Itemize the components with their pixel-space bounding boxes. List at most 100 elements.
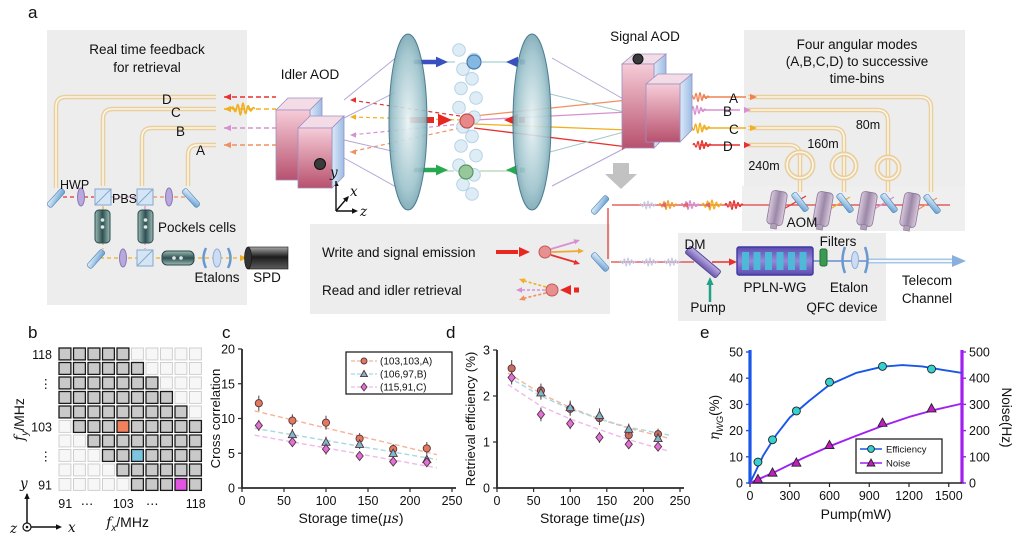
mode-cell <box>174 448 188 463</box>
arrowhead-icon <box>519 247 530 257</box>
etalons-label: Etalons <box>194 270 239 285</box>
feedback-title-line2: for retrieval <box>113 60 181 75</box>
etalon-label: Etalon <box>830 280 868 295</box>
mode-cell <box>58 361 72 376</box>
arrowhead-icon <box>350 114 356 120</box>
qfc-label: QFC device <box>806 300 877 315</box>
tick-label: 103 <box>31 420 52 434</box>
mode-cell <box>160 362 173 375</box>
mode-cell <box>159 419 174 434</box>
mode-cell <box>58 347 72 361</box>
tick-label: 100 <box>969 450 990 464</box>
mode-cell <box>73 434 86 448</box>
x-axis-label: fx/MHz <box>105 514 149 534</box>
telecom-arrowhead-icon <box>952 255 966 267</box>
atom-icon <box>456 177 470 192</box>
x-axis-label: Pump(mW) <box>821 506 892 522</box>
mode-cell <box>188 419 203 434</box>
arrowhead-icon <box>729 258 737 266</box>
mode-cell <box>159 390 174 405</box>
atom-icon <box>452 100 466 115</box>
tick-label: 400 <box>969 372 990 386</box>
pbs-cube <box>94 188 112 206</box>
mode-cell <box>145 419 159 434</box>
idler-aod-crystal <box>275 97 345 189</box>
etalon-icon <box>841 246 869 274</box>
tick-label: 20 <box>729 424 743 438</box>
mode-cell <box>145 347 159 361</box>
mode-cell <box>116 478 130 491</box>
tick-label: 200 <box>969 424 990 438</box>
emission-legend-box <box>310 224 610 314</box>
axis-x-label: x <box>68 520 76 536</box>
mode-cell <box>101 361 116 376</box>
mode-right-A: A <box>729 91 738 106</box>
mode-cell <box>130 477 145 492</box>
data-point <box>321 418 331 427</box>
highlighted-atom-icon <box>458 164 474 180</box>
waveplate-icon <box>165 187 173 207</box>
tick-label: 91 <box>38 478 52 492</box>
mode-cell <box>188 477 203 492</box>
tick-label: 118 <box>186 497 206 511</box>
panel-label-a: a <box>28 3 38 22</box>
mode-cell <box>101 434 116 448</box>
tick-label: 1500 <box>935 489 963 503</box>
dichroic-mirror <box>685 246 721 278</box>
atom-icon <box>465 129 479 144</box>
mode-cell <box>159 463 174 477</box>
data-point <box>536 409 546 420</box>
mode-cell <box>145 477 159 492</box>
pbs-cube <box>136 249 154 267</box>
data-point <box>867 445 875 453</box>
fit-line <box>507 372 670 439</box>
mode-cell <box>159 448 174 463</box>
pockels-cell <box>94 209 111 244</box>
mode-cell <box>58 463 72 477</box>
mirror-icon <box>46 188 66 208</box>
mode-cell <box>87 419 101 434</box>
panel-b-mode-grid: 118 ⋮ 103 ⋮ 91 91 ⋯ 103 ⋯ 118 fy/MHz fx/MHz y x z b <box>9 323 206 537</box>
data-point <box>422 457 431 468</box>
mode-cell <box>58 420 72 433</box>
mode-cell <box>58 478 72 491</box>
mode-cell <box>174 362 188 375</box>
arrowhead-icon <box>350 97 356 103</box>
data-point <box>254 399 263 408</box>
fit-line <box>507 376 670 436</box>
beam <box>349 123 462 136</box>
mode-left-A: A <box>196 143 205 158</box>
filter-element <box>819 248 828 267</box>
tick-label: 3 <box>483 344 490 358</box>
data-point <box>791 457 802 467</box>
ppln-waveguide <box>736 246 814 276</box>
tick-label: 15 <box>221 377 235 391</box>
telecom-line1: Telecom <box>902 273 952 288</box>
mode-cell <box>87 405 101 419</box>
data-point <box>566 418 575 429</box>
data-point <box>878 361 887 371</box>
tick-label: 30 <box>729 398 743 412</box>
atomic-ensemble <box>452 43 483 201</box>
mode-cell <box>174 419 188 434</box>
mode-cell <box>145 362 159 375</box>
panel-d-retrieval-efficiency-chart: 0 50 100 150 200 250 0 1 2 3 Storage time(μs) Retri… <box>446 323 690 527</box>
tick-label: 0 <box>736 477 743 491</box>
arrowhead-icon <box>750 124 757 132</box>
data-point <box>767 466 778 477</box>
mode-cell <box>174 391 188 404</box>
arrowhead-icon <box>704 202 710 208</box>
data-point <box>824 439 835 450</box>
mode-cell <box>58 390 72 405</box>
legend-label: (106,97,B) <box>380 370 427 381</box>
data-point <box>507 372 516 383</box>
mode-left-B: B <box>176 124 185 139</box>
arrowhead-icon <box>706 277 714 285</box>
data-point <box>354 439 365 448</box>
beam <box>349 99 461 117</box>
beam <box>343 139 397 153</box>
highlighted-mode-cell <box>130 448 145 463</box>
atom-icon <box>454 81 468 96</box>
mode-cell <box>160 347 173 361</box>
